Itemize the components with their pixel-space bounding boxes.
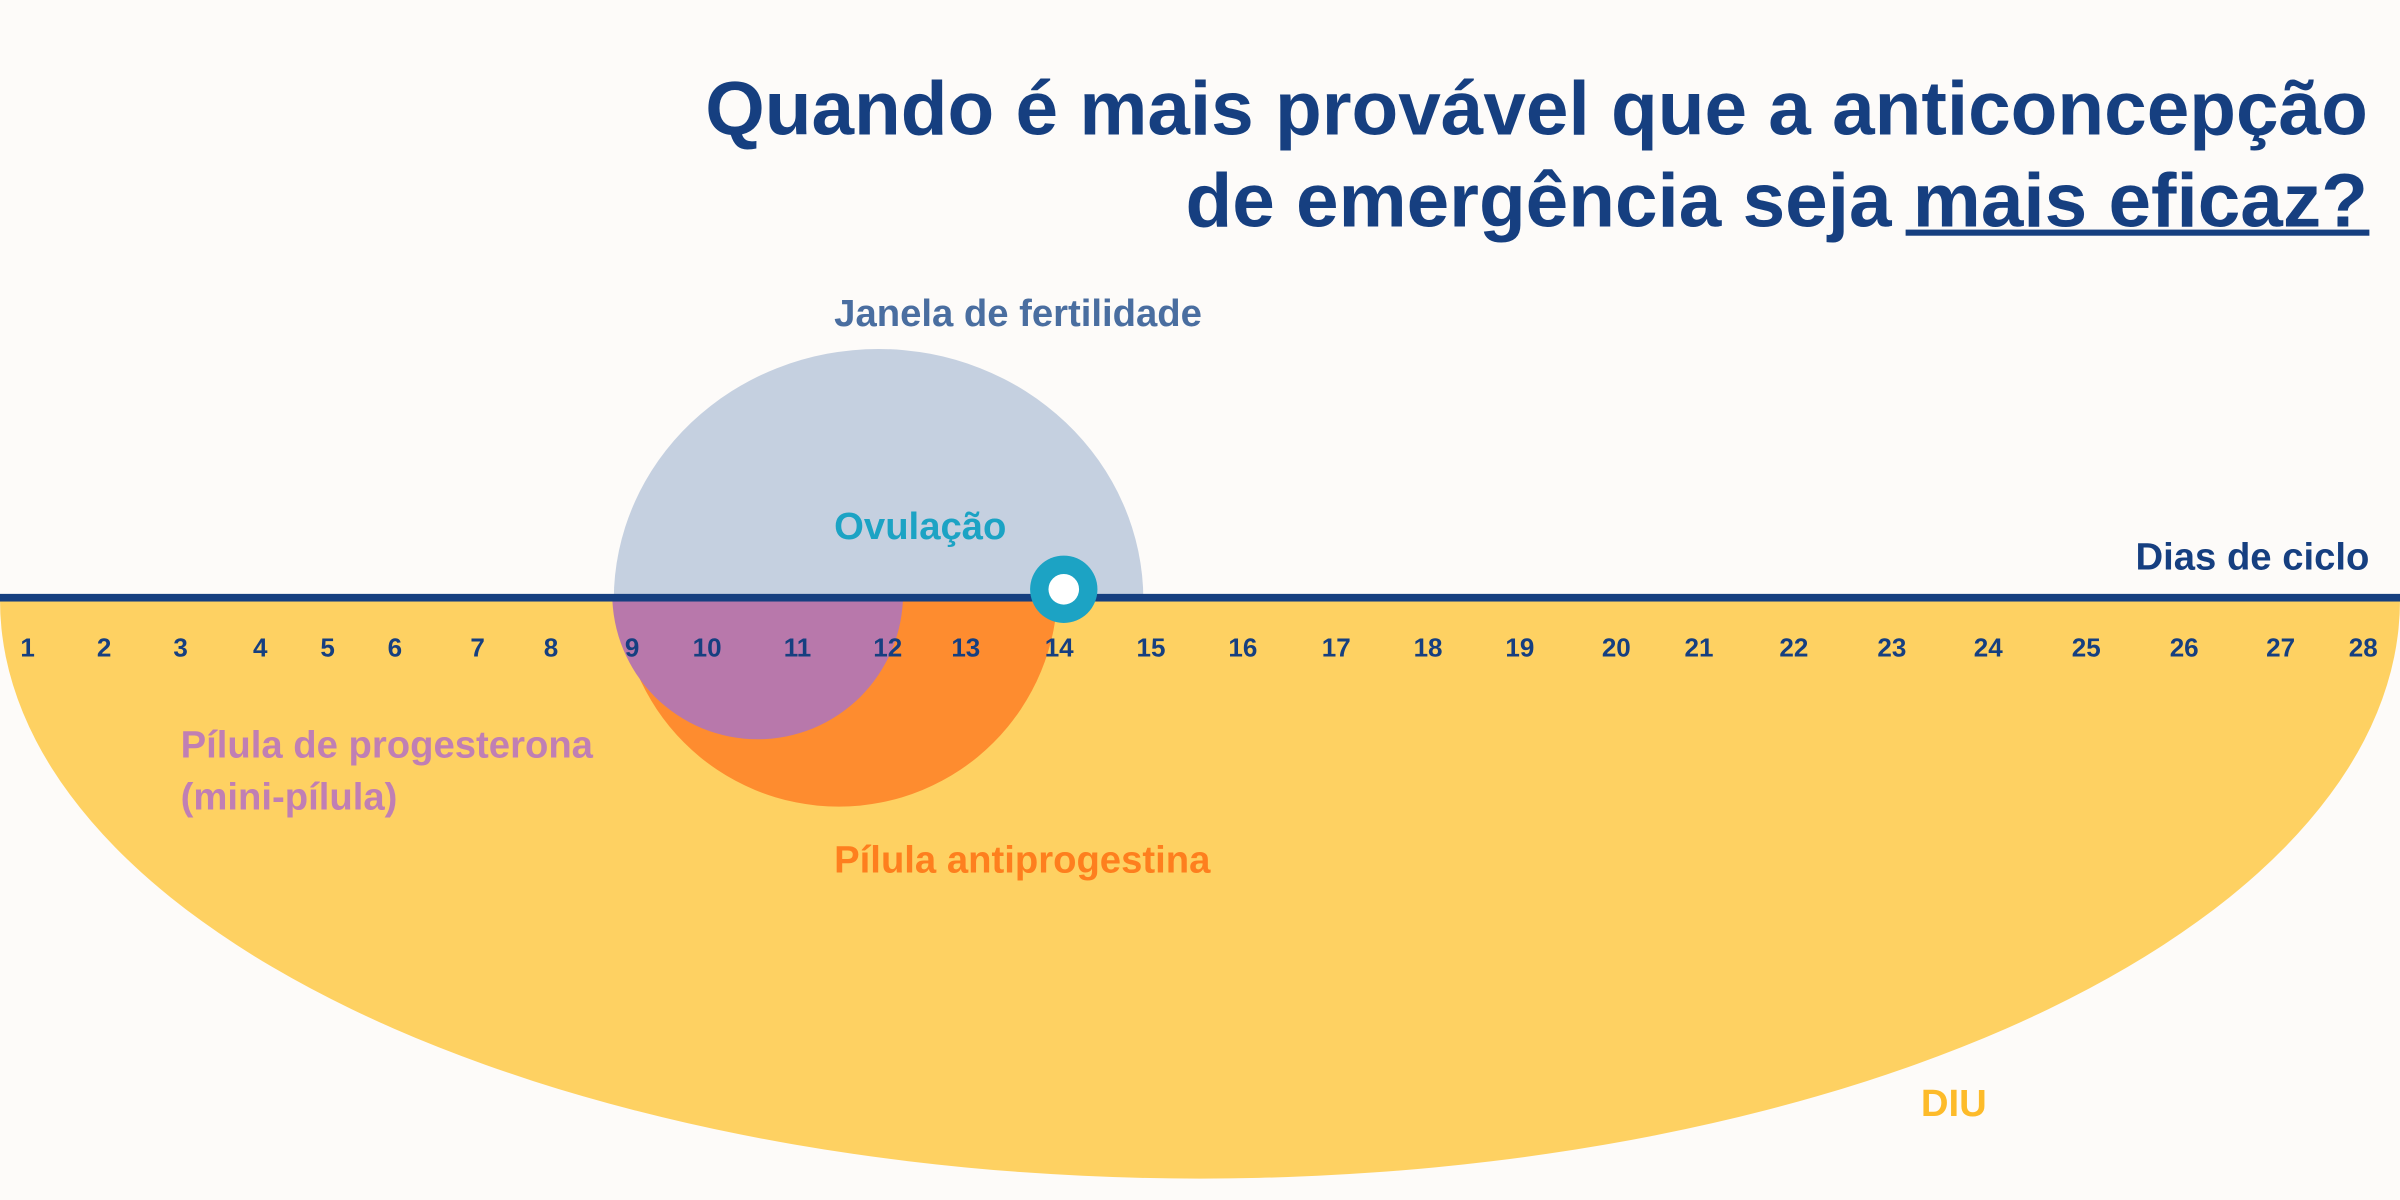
- day-label-7: 7: [470, 633, 484, 663]
- day-label-6: 6: [388, 633, 402, 663]
- day-label-5: 5: [320, 633, 334, 663]
- day-label-25: 25: [2072, 633, 2101, 663]
- cycle-days-label: Dias de ciclo: [2136, 535, 2370, 578]
- day-label-26: 26: [2170, 633, 2199, 663]
- progesterone-pill-label: Pílula de progesterona: [181, 724, 594, 767]
- day-label-15: 15: [1137, 633, 1166, 663]
- title-emphasis-underline: [1905, 229, 2370, 236]
- title-emphasis: mais eficaz?: [1913, 159, 2368, 244]
- day-label-22: 22: [1779, 633, 1808, 663]
- ovulation-label: Ovulação: [834, 505, 1006, 548]
- iud-region: [0, 600, 2400, 1179]
- day-label-28: 28: [2349, 633, 2378, 663]
- fertile-window-region: [613, 349, 1144, 600]
- day-labels: 1 2 3 4 5 6 7 8 9 10 11 12 13 14 15 16 17 18 19 20 21 22 23 24 2…: [20, 633, 2377, 663]
- ovulation-marker-center: [1048, 573, 1080, 605]
- progesterone-pill-sublabel: (mini-pílula): [181, 776, 398, 819]
- day-label-16: 16: [1228, 633, 1257, 663]
- day-label-8: 8: [544, 633, 558, 663]
- antiprogestin-pill-label: Pílula antiprogestina: [834, 838, 1211, 881]
- day-label-12: 12: [873, 633, 902, 663]
- day-label-24: 24: [1974, 633, 2003, 663]
- day-label-4: 4: [253, 633, 268, 663]
- title-line-1: Quando é mais provável que a anticoncepç…: [705, 67, 2368, 152]
- day-label-20: 20: [1602, 633, 1631, 663]
- fertile-window-label: Janela de fertilidade: [834, 292, 1202, 335]
- day-label-9: 9: [625, 633, 639, 663]
- day-label-19: 19: [1505, 633, 1534, 663]
- title-line-2: de emergência seja mais eficaz?: [1185, 159, 2367, 244]
- day-label-3: 3: [173, 633, 187, 663]
- day-label-13: 13: [951, 633, 980, 663]
- day-label-11: 11: [784, 633, 812, 663]
- iud-label: DIU: [1921, 1082, 1987, 1125]
- day-label-23: 23: [1877, 633, 1906, 663]
- day-label-1: 1: [20, 633, 34, 663]
- day-label-21: 21: [1685, 633, 1714, 663]
- cycle-axis: [0, 593, 2400, 602]
- day-label-10: 10: [693, 633, 722, 663]
- title-line-2-text: de emergência seja: [1185, 159, 1912, 244]
- day-label-27: 27: [2266, 633, 2295, 663]
- day-label-17: 17: [1322, 633, 1351, 663]
- progesterone-pill-region: [612, 600, 903, 740]
- day-label-18: 18: [1414, 633, 1443, 663]
- day-label-2: 2: [97, 633, 111, 663]
- day-label-14: 14: [1045, 633, 1074, 663]
